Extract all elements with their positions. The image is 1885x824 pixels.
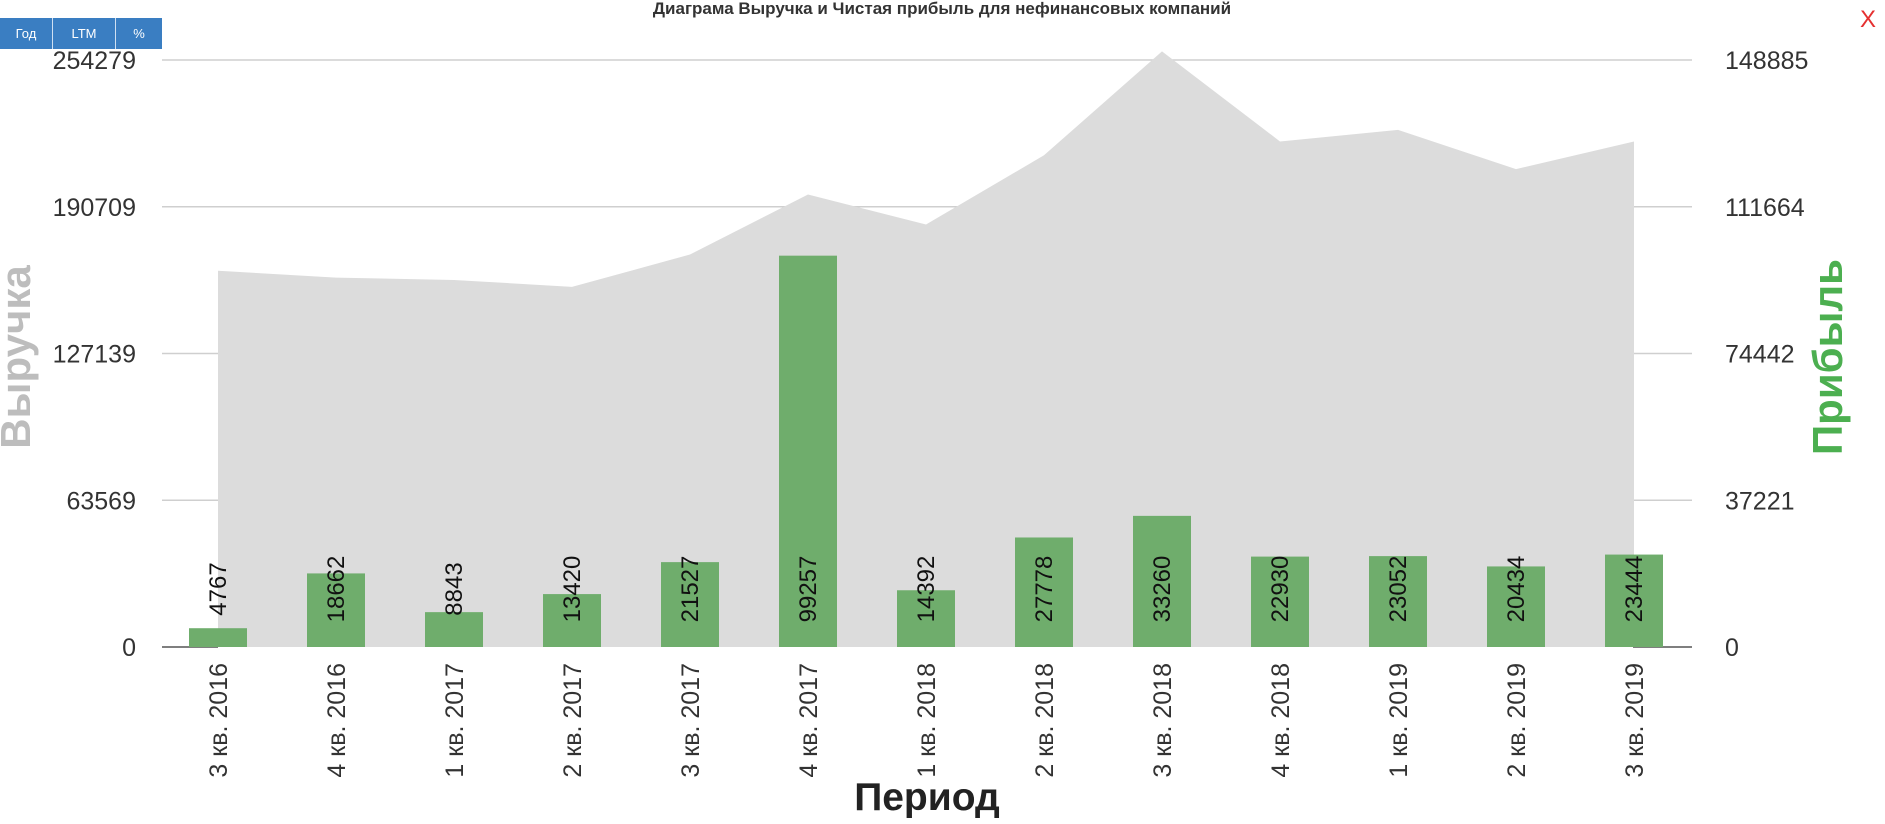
right-y-tick: 37221 bbox=[1725, 487, 1795, 515]
profit-data-label: 99257 bbox=[795, 556, 822, 623]
profit-bar bbox=[543, 594, 601, 647]
profit-data-label: 27778 bbox=[1031, 556, 1058, 623]
x-axis-title: Период bbox=[854, 776, 1000, 819]
left-y-tick: 0 bbox=[122, 634, 136, 662]
profit-bar bbox=[425, 612, 483, 647]
profit-bar bbox=[1015, 537, 1073, 647]
left-y-tick: 190709 bbox=[53, 194, 136, 222]
right-y-tick: 0 bbox=[1725, 634, 1739, 662]
profit-data-label: 14392 bbox=[913, 556, 940, 623]
profit-bar bbox=[1487, 566, 1545, 647]
x-tick-label: 3 кв. 2019 bbox=[1621, 663, 1649, 778]
left-y-tick: 254279 bbox=[53, 47, 136, 75]
profit-data-label: 23444 bbox=[1621, 556, 1648, 623]
profit-bar bbox=[1605, 554, 1663, 647]
profit-data-label: 22930 bbox=[1267, 556, 1294, 623]
right-y-tick: 111664 bbox=[1725, 194, 1805, 222]
profit-bar bbox=[189, 628, 247, 647]
right-y-tick: 148885 bbox=[1725, 47, 1808, 75]
profit-bar bbox=[1369, 556, 1427, 647]
x-tick-label: 3 кв. 2017 bbox=[677, 663, 705, 778]
left-axis-title: Выручка bbox=[0, 265, 39, 449]
profit-data-label: 18662 bbox=[323, 556, 350, 623]
percent-button[interactable]: % bbox=[116, 18, 162, 49]
profit-bar bbox=[661, 562, 719, 647]
x-tick-label: 2 кв. 2017 bbox=[559, 663, 587, 778]
x-tick-label: 1 кв. 2019 bbox=[1385, 663, 1413, 778]
x-tick-label: 3 кв. 2018 bbox=[1149, 663, 1177, 778]
profit-data-label: 23052 bbox=[1385, 556, 1412, 623]
x-tick-label: 4 кв. 2017 bbox=[795, 663, 823, 778]
close-button[interactable]: X bbox=[1860, 6, 1877, 33]
profit-data-label: 33260 bbox=[1149, 556, 1176, 623]
profit-bar bbox=[1251, 556, 1309, 647]
profit-data-label: 21527 bbox=[677, 556, 704, 623]
profit-bar bbox=[307, 573, 365, 647]
profit-data-label: 8843 bbox=[441, 562, 468, 615]
profit-data-label: 20434 bbox=[1503, 556, 1530, 623]
period-toolbar: Год LTM % bbox=[0, 18, 162, 49]
left-y-tick: 127139 bbox=[53, 341, 136, 369]
x-tick-label: 2 кв. 2019 bbox=[1503, 663, 1531, 778]
x-tick-label: 1 кв. 2018 bbox=[913, 663, 941, 778]
x-tick-label: 1 кв. 2017 bbox=[441, 663, 469, 778]
revenue-area bbox=[218, 51, 1634, 648]
left-y-tick: 63569 bbox=[66, 487, 136, 515]
profit-data-label: 13420 bbox=[559, 556, 586, 623]
ltm-button[interactable]: LTM bbox=[53, 18, 116, 49]
profit-data-label: 4767 bbox=[205, 562, 232, 615]
chart-title: Диаграма Выручка и Чистая прибыль для не… bbox=[653, 0, 1231, 18]
right-y-tick: 74442 bbox=[1725, 341, 1795, 369]
x-tick-label: 2 кв. 2018 bbox=[1031, 663, 1059, 778]
year-button[interactable]: Год bbox=[0, 18, 53, 49]
x-tick-label: 4 кв. 2016 bbox=[323, 663, 351, 778]
right-axis-title: Прибыль bbox=[1804, 259, 1851, 455]
profit-bar bbox=[779, 255, 837, 648]
x-tick-label: 3 кв. 2016 bbox=[205, 663, 233, 778]
profit-bar bbox=[1133, 515, 1191, 647]
profit-bar bbox=[897, 590, 955, 647]
x-tick-label: 4 кв. 2018 bbox=[1267, 663, 1295, 778]
